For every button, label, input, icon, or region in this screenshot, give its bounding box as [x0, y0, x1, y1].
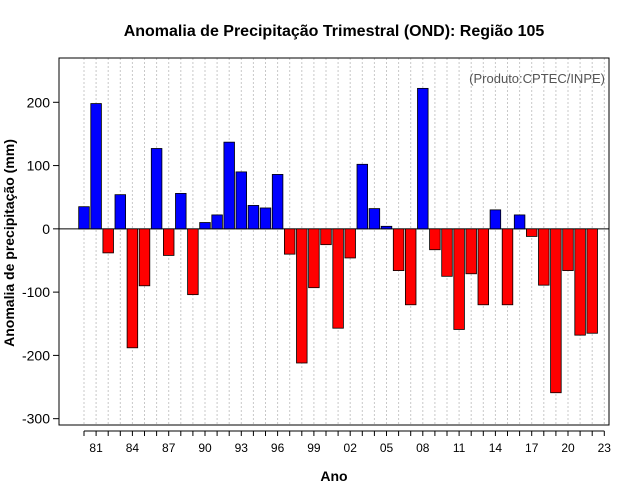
x-tick-label: 90	[198, 441, 212, 455]
bar-1998	[296, 228, 308, 364]
x-tick-label: 87	[162, 441, 176, 455]
bars-group	[78, 87, 598, 394]
bar-1990	[199, 222, 211, 230]
bar-2020	[562, 228, 574, 272]
bar-2008	[417, 87, 429, 230]
bar-1980	[78, 206, 90, 230]
bar-1999	[308, 228, 320, 289]
bar-2002	[344, 228, 356, 259]
x-tick-label: 93	[235, 441, 249, 455]
bar-1995	[259, 207, 272, 230]
bar-2007	[404, 228, 417, 306]
y-axis-title: Anomalia de precipitação (mm)	[1, 139, 17, 347]
bar-1985	[138, 228, 151, 287]
bar-2018	[538, 228, 550, 286]
bar-2010	[441, 228, 453, 277]
bar-2019	[550, 228, 562, 394]
x-axis: 81 84 87 90 93 96 99 02 05 08 11 14 17 20 23	[83, 430, 612, 455]
bar-2003	[356, 163, 369, 230]
bar-1982	[102, 228, 114, 254]
bar-1981	[90, 103, 102, 230]
bar-1992	[223, 141, 235, 230]
bar-2017	[526, 228, 538, 237]
bar-2016	[513, 214, 526, 230]
credit-label: (Produto:CPTEC/INPE)	[469, 71, 605, 86]
bar-1994	[247, 205, 260, 230]
bar-2011	[453, 228, 465, 330]
x-tick-label: 84	[126, 441, 140, 455]
bar-1987	[162, 228, 175, 256]
bar-1993	[235, 171, 248, 230]
y-tick-label: 0	[42, 221, 50, 237]
chart-title: Anomalia de Precipitação Trimestral (OND…	[124, 23, 545, 40]
x-tick-label: 05	[380, 441, 394, 455]
x-tick-label: 96	[271, 441, 285, 455]
x-tick-label: 02	[344, 441, 358, 455]
x-tick-label: 14	[489, 441, 503, 455]
bar-1991	[211, 214, 223, 230]
bar-2001	[332, 228, 344, 329]
bar-1989	[187, 228, 199, 296]
y-tick-label: -200	[22, 347, 50, 363]
bar-2009	[429, 228, 441, 251]
bar-2000	[320, 228, 332, 246]
bar-2014	[489, 209, 502, 230]
x-tick-label: 99	[307, 441, 321, 455]
bar-2021	[574, 228, 586, 336]
y-tick-label: -100	[22, 284, 50, 300]
bar-1986	[150, 148, 163, 230]
y-tick-label: 100	[27, 158, 51, 174]
x-tick-label: 11	[453, 441, 466, 455]
y-tick-label: -300	[22, 411, 50, 427]
bar-1988	[175, 193, 187, 230]
bar-2012	[465, 228, 477, 275]
x-axis-title: Ano	[320, 468, 347, 484]
vertical-grid	[83, 58, 605, 425]
x-tick-label: 81	[89, 441, 103, 455]
bar-1984	[126, 228, 139, 349]
y-axis: -300 -200 -100 0 100 200	[22, 94, 59, 427]
bar-1997	[283, 228, 296, 255]
bar-2022	[586, 228, 598, 334]
bar-2013	[477, 228, 490, 306]
bar-1983	[114, 194, 127, 230]
bar-2005	[380, 225, 393, 230]
bar-1996	[271, 174, 284, 230]
x-tick-label: 23	[598, 441, 612, 455]
bar-2015	[501, 228, 514, 306]
y-tick-label: 200	[27, 94, 51, 110]
x-tick-label: 20	[561, 441, 575, 455]
x-tick-label: 17	[525, 441, 539, 455]
bar-2004	[368, 208, 381, 230]
bar-2006	[392, 228, 405, 272]
x-tick-label: 08	[416, 441, 430, 455]
plot-frame	[58, 57, 610, 426]
